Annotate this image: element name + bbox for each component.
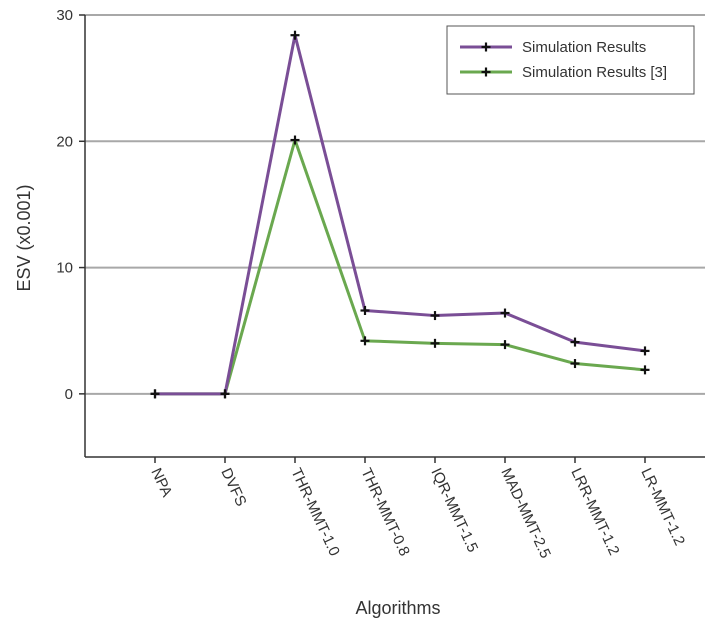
y-axis-title: ESV (x0.001): [14, 184, 34, 291]
data-point: [220, 389, 230, 399]
data-point: [360, 336, 370, 346]
x-tick-label: NPA: [147, 466, 175, 500]
y-ticks: 0 10 20 30: [56, 7, 85, 403]
data-point: [360, 306, 370, 316]
data-point: [640, 365, 650, 375]
x-axis-title: Algorithms: [355, 598, 440, 618]
data-point: [640, 346, 650, 356]
data-point: [500, 308, 510, 318]
x-tick-label: THR-MMT-1.0: [287, 466, 343, 559]
data-point: [430, 338, 440, 348]
legend-marker: [481, 67, 491, 77]
gridlines: [85, 14, 705, 395]
legend-marker: [481, 42, 491, 52]
series-lines: [150, 30, 650, 399]
legend-label: Simulation Results: [522, 39, 646, 56]
data-point: [570, 359, 580, 369]
x-tick-label: THR-MMT-0.8: [357, 466, 413, 559]
data-point: [430, 311, 440, 321]
x-tick-label: DVFS: [217, 466, 249, 509]
series-line-1: [155, 138, 646, 396]
y-tick-label: 10: [56, 260, 73, 277]
x-tick-label: LRR-MMT-1.2: [567, 466, 622, 559]
series-line-0: [155, 33, 646, 396]
x-ticks: NPA DVFS THR-MMT-1.0 THR-MMT-0.8 IQR-MMT-1.5…: [147, 457, 688, 561]
legend: Simulation Results Simulation Results [3]: [446, 25, 695, 95]
y-tick-label: 30: [56, 7, 73, 24]
data-point: [290, 135, 300, 145]
x-tick-label: MAD-MMT-2.5: [497, 466, 554, 562]
axes: [84, 15, 705, 458]
x-tick-label: IQR-MMT-1.5: [427, 466, 481, 556]
x-tick-label: LR-MMT-1.2: [637, 466, 688, 549]
y-tick-label: 0: [65, 386, 73, 403]
data-point: [500, 340, 510, 350]
data-point: [290, 30, 300, 40]
legend-label: Simulation Results [3]: [522, 64, 667, 81]
data-point: [150, 389, 160, 399]
y-tick-label: 20: [56, 133, 73, 150]
data-point: [570, 337, 580, 347]
legend-box: [446, 25, 695, 95]
